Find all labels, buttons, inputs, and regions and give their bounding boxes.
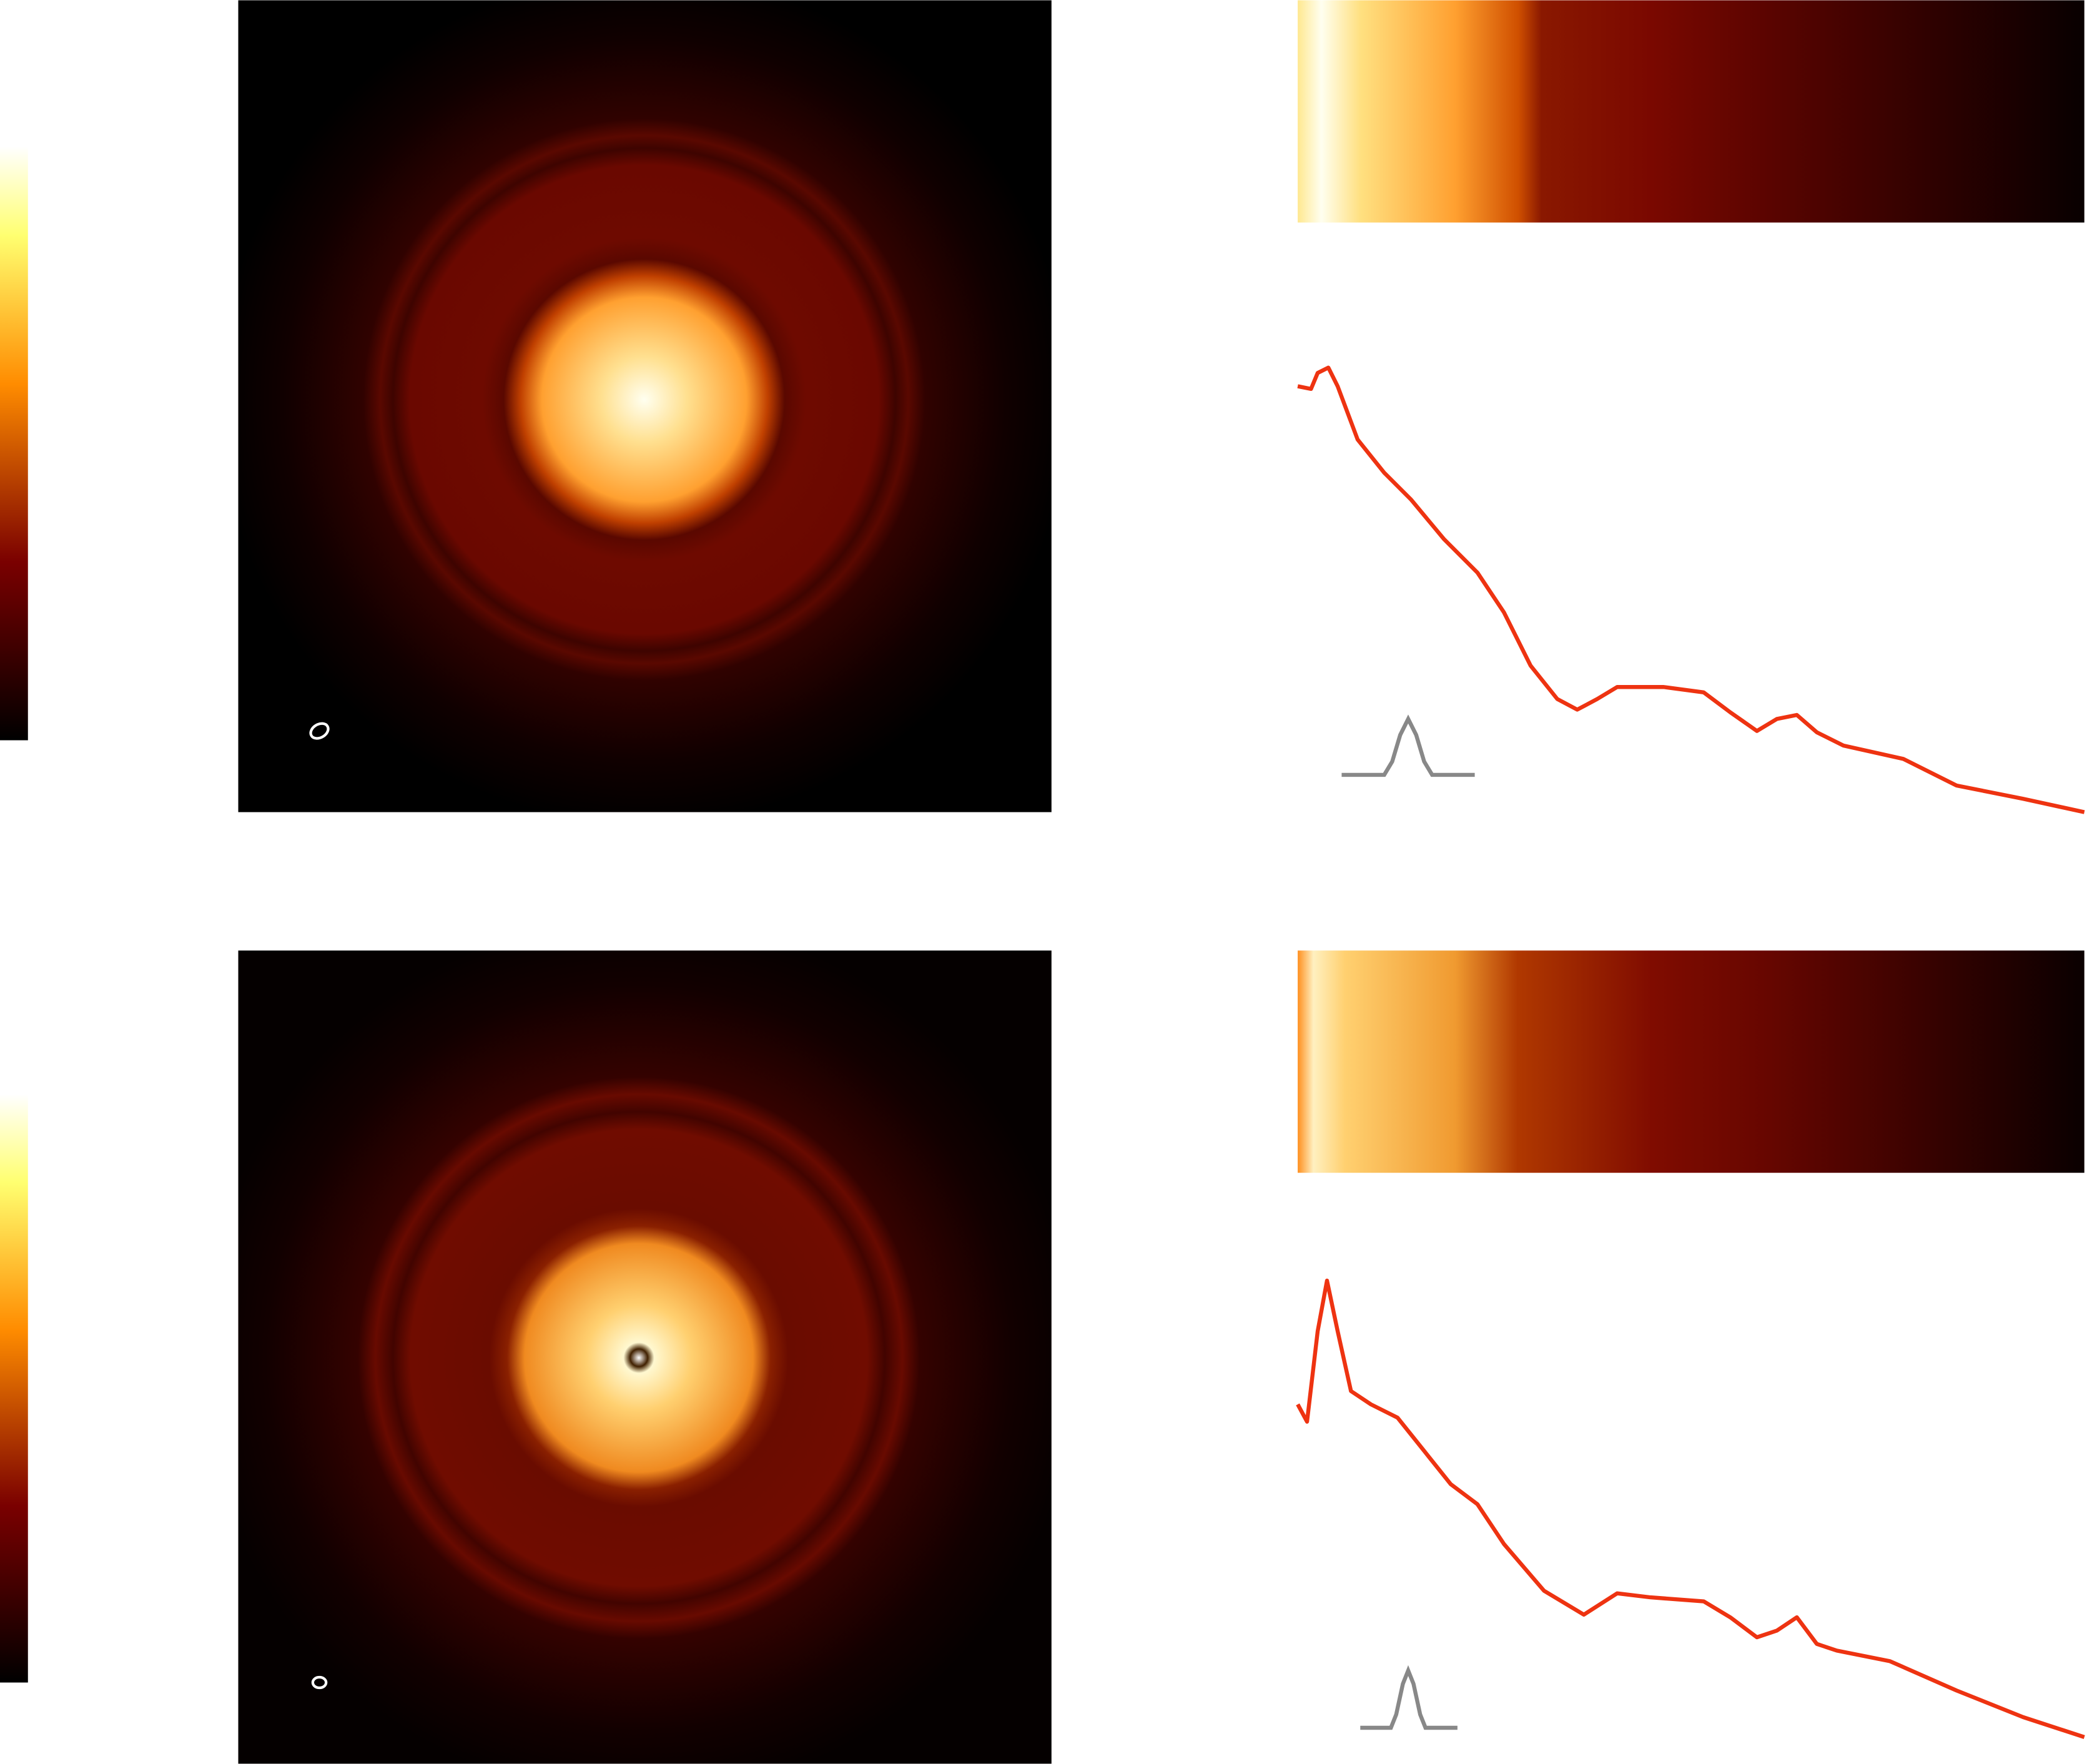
disk-image [238, 950, 1052, 1764]
beam [309, 722, 330, 740]
deprojected-strip [1298, 0, 2085, 223]
disk-image [238, 0, 1052, 812]
radial-profile [1296, 1278, 2085, 1739]
radial-profile [1297, 365, 2085, 814]
colorbar [0, 146, 28, 741]
beam-profile [1341, 714, 1475, 777]
deprojected-strip [1298, 950, 2085, 1173]
beam [311, 1675, 328, 1690]
beam-profile [1360, 1665, 1458, 1730]
colorbar [0, 1094, 28, 1683]
